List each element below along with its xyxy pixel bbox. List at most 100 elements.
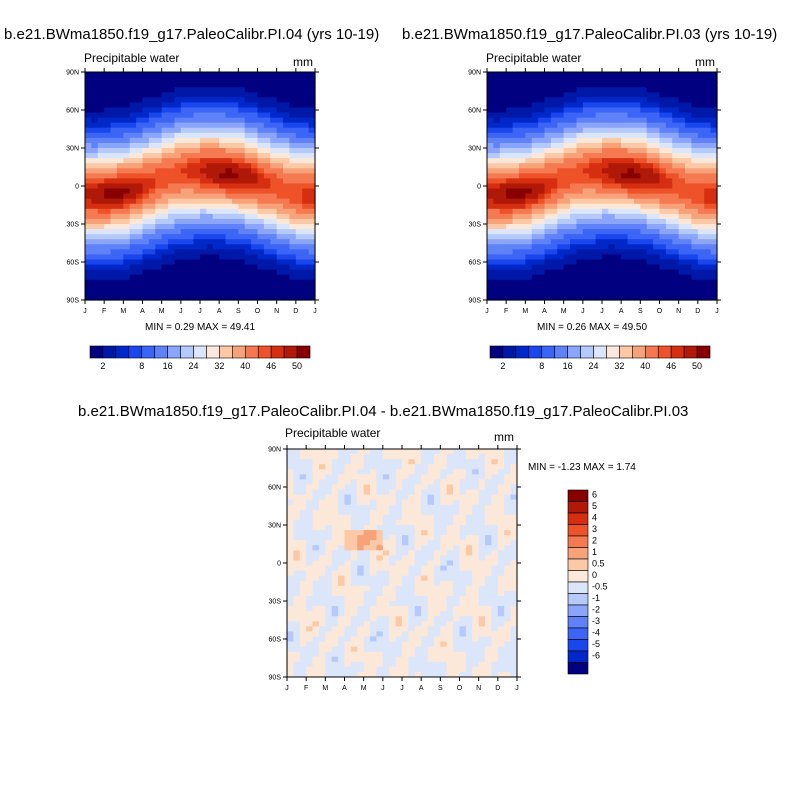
data-cell <box>633 289 641 296</box>
data-cell <box>627 203 635 210</box>
data-cell <box>576 137 584 144</box>
data-cell <box>704 117 712 124</box>
data-cell <box>487 259 494 266</box>
data-cell <box>193 264 201 271</box>
data-cell <box>525 244 533 250</box>
data-cell <box>659 117 667 124</box>
data-cell <box>308 87 316 93</box>
data-cell <box>325 459 333 465</box>
data-cell <box>231 188 239 195</box>
data-cell <box>161 183 169 190</box>
data-cell <box>440 509 448 516</box>
colorbar-swatch <box>154 345 168 359</box>
data-cell <box>136 153 144 159</box>
data-cell <box>499 122 507 129</box>
data-cell <box>646 269 654 276</box>
data-cell <box>518 203 526 210</box>
data-cell <box>123 284 131 291</box>
data-cell <box>678 188 686 195</box>
data-cell <box>633 294 641 301</box>
x-tick-label: A <box>217 308 222 315</box>
data-cell <box>142 117 150 124</box>
data-cell <box>318 636 326 643</box>
data-cell <box>595 254 603 261</box>
data-cell <box>704 239 712 245</box>
data-cell <box>550 224 558 230</box>
data-cell <box>691 142 699 149</box>
data-cell <box>570 213 578 220</box>
data-cell <box>512 183 520 190</box>
data-cell <box>370 535 378 541</box>
data-cell <box>331 656 339 663</box>
data-cell <box>148 112 156 119</box>
data-cell <box>453 565 461 572</box>
data-cell <box>497 459 505 465</box>
data-cell <box>653 82 661 88</box>
data-cell <box>91 279 99 286</box>
data-cell <box>506 198 514 205</box>
data-cell <box>174 158 182 164</box>
data-cell <box>174 249 182 255</box>
data-cell <box>646 132 654 139</box>
data-cell <box>704 178 712 185</box>
data-cell <box>129 92 137 98</box>
data-cell <box>478 530 486 536</box>
data-cell <box>512 294 520 301</box>
data-cell <box>293 661 301 668</box>
data-cell <box>180 117 188 124</box>
data-cell <box>518 254 526 261</box>
data-cell <box>402 540 409 546</box>
data-cell <box>414 525 422 531</box>
data-cell <box>414 474 422 480</box>
data-cell <box>85 294 92 301</box>
data-cell <box>704 264 712 271</box>
data-cell <box>389 590 397 597</box>
data-cell <box>91 274 99 281</box>
data-cell <box>487 77 494 83</box>
data-cell <box>672 102 680 109</box>
data-cell <box>421 661 429 668</box>
data-cell <box>168 218 176 225</box>
data-cell <box>289 158 297 164</box>
data-cell <box>691 173 699 179</box>
data-cell <box>485 601 493 607</box>
data-cell <box>363 499 371 506</box>
data-cell <box>485 479 493 486</box>
data-cell <box>238 173 246 179</box>
data-cell <box>295 218 303 225</box>
data-cell <box>187 193 195 200</box>
data-cell <box>395 499 403 506</box>
data-cell <box>357 641 365 648</box>
data-cell <box>538 102 546 109</box>
data-cell <box>614 188 622 195</box>
colorbar-label: 8 <box>539 361 544 371</box>
data-cell <box>557 112 565 119</box>
data-cell <box>299 661 307 668</box>
data-cell <box>289 107 297 114</box>
data-cell <box>283 92 291 98</box>
data-cell <box>608 259 616 266</box>
data-cell <box>244 274 252 281</box>
data-cell <box>187 102 195 109</box>
data-cell <box>338 606 346 612</box>
data-cell <box>691 112 699 119</box>
data-cell <box>293 601 301 607</box>
data-cell <box>544 97 552 103</box>
data-cell <box>350 570 358 577</box>
data-cell <box>357 509 365 516</box>
data-cell <box>116 163 124 169</box>
data-cell <box>704 193 712 200</box>
data-cell <box>318 595 326 602</box>
data-cell <box>672 203 680 210</box>
data-cell <box>459 646 467 653</box>
data-cell <box>376 646 384 653</box>
data-cell <box>289 239 297 245</box>
data-cell <box>465 601 473 607</box>
data-cell <box>487 102 494 109</box>
data-cell <box>414 560 422 567</box>
data-cell <box>350 666 358 673</box>
data-cell <box>550 279 558 286</box>
data-cell <box>104 289 112 296</box>
data-cell <box>491 555 499 562</box>
data-cell <box>499 274 507 281</box>
